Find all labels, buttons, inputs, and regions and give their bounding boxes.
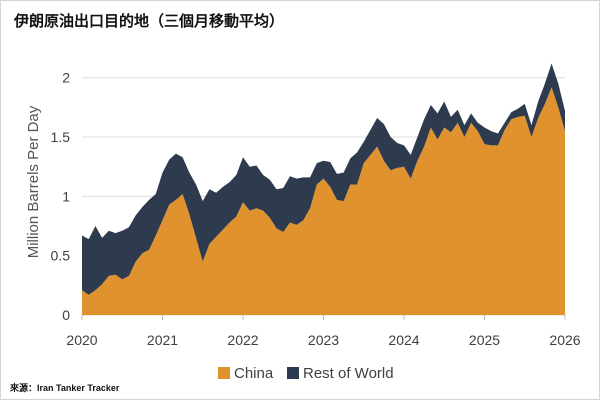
legend-item-china: China xyxy=(218,365,274,382)
y-tick-label: 1.5 xyxy=(51,129,71,145)
x-tick-label: 2021 xyxy=(147,332,178,348)
x-tick-label: 2025 xyxy=(469,332,500,348)
area-rest-of-world xyxy=(82,63,565,295)
x-axis-ticks: 2020 2021 2022 2023 2024 2025 2026 xyxy=(66,315,581,348)
x-tick-label: 2026 xyxy=(549,332,580,348)
y-tick-label: 2 xyxy=(62,70,70,86)
legend-item-rest-of-world: Rest of World xyxy=(287,365,394,382)
legend-label-china: China xyxy=(234,365,274,382)
x-tick-label: 2023 xyxy=(308,332,339,348)
legend-swatch-rest-of-world xyxy=(287,367,299,379)
chart-title: 伊朗原油出口目的地（三個月移動平均） xyxy=(13,12,284,30)
x-tick-label: 2024 xyxy=(388,332,419,348)
y-tick-label: 0 xyxy=(62,307,70,323)
source-note: 來源：Iran Tanker Tracker xyxy=(9,382,120,393)
y-axis-ticks: 0 0.5 1 1.5 2 xyxy=(51,70,71,323)
y-axis-label: Million Barrels Per Day xyxy=(25,105,42,258)
y-tick-label: 1 xyxy=(62,188,70,204)
x-tick-label: 2020 xyxy=(66,332,97,348)
legend-swatch-china xyxy=(218,367,230,379)
plot-areas xyxy=(82,63,565,315)
x-tick-label: 2022 xyxy=(227,332,258,348)
legend-label-rest-of-world: Rest of World xyxy=(303,365,394,382)
y-tick-label: 0.5 xyxy=(51,248,71,264)
legend: China Rest of World xyxy=(218,365,394,382)
area-china xyxy=(82,87,565,315)
